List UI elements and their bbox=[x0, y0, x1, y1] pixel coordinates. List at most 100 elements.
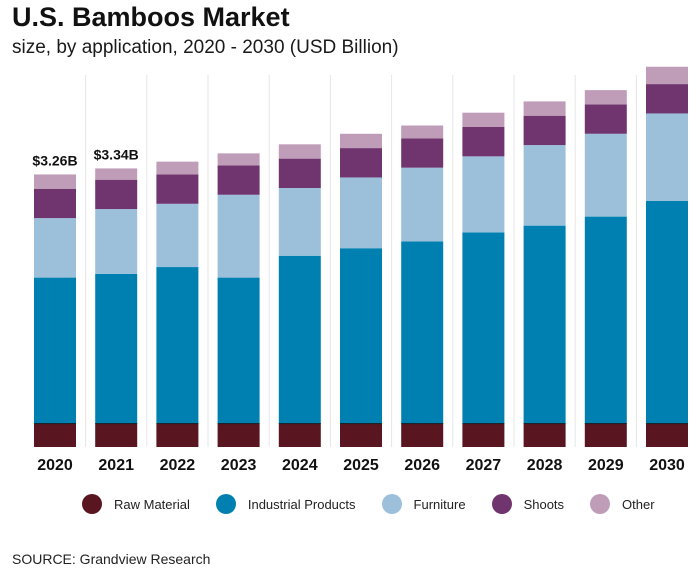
bar-segment-shoots bbox=[340, 148, 382, 178]
bar-segment-raw-material bbox=[462, 423, 505, 447]
source-note: SOURCE: Grandview Research bbox=[12, 551, 211, 567]
bar-stack-2027 bbox=[462, 112, 505, 447]
legend-item-other: Other bbox=[590, 494, 655, 514]
bar-segment-shoots bbox=[462, 127, 505, 157]
legend-item-industrial-products: Industrial Products bbox=[215, 494, 356, 514]
legend-swatch-furniture bbox=[381, 494, 402, 514]
x-tick-label: 2024 bbox=[282, 457, 318, 474]
bar-segment-furniture bbox=[646, 113, 688, 201]
bar-segment-furniture bbox=[523, 145, 566, 226]
bar-stack-2020 bbox=[34, 174, 76, 447]
bar-stack-2021 bbox=[95, 168, 138, 447]
bar-segment-raw-material bbox=[646, 423, 688, 447]
bar-segment-furniture bbox=[217, 194, 260, 278]
bar-segment-shoots bbox=[34, 188, 76, 219]
chart-subtitle: size, by application, 2020 - 2030 (USD B… bbox=[12, 37, 399, 58]
bar-segment-industrial-products bbox=[523, 225, 566, 424]
bar-stack-2029 bbox=[584, 90, 627, 447]
bar-segment-shoots bbox=[646, 84, 688, 114]
legend-label-raw-material: Raw Material bbox=[114, 496, 190, 512]
legend-swatch-industrial-products bbox=[215, 494, 236, 514]
bar-segment-shoots bbox=[584, 104, 627, 134]
bar-segment-furniture bbox=[401, 167, 444, 242]
bar-segment-shoots bbox=[95, 179, 138, 210]
bar-segment-industrial-products bbox=[462, 232, 505, 424]
bar-segment-furniture bbox=[156, 203, 199, 268]
bar-segment-industrial-products bbox=[278, 255, 321, 424]
bar-segment-other bbox=[156, 161, 199, 175]
bar-segment-raw-material bbox=[584, 423, 627, 447]
bar-segment-raw-material bbox=[217, 423, 260, 447]
x-tick-label: 2026 bbox=[404, 457, 440, 474]
bar-segment-industrial-products bbox=[95, 273, 138, 424]
x-tick-label: 2022 bbox=[160, 457, 196, 474]
bar-segment-industrial-products bbox=[156, 267, 199, 424]
chart-title: U.S. Bamboos Market bbox=[12, 2, 290, 32]
x-tick-label: 2028 bbox=[527, 457, 563, 474]
data-label-2021: $3.34B bbox=[94, 146, 139, 162]
chart-legend: Raw Material Industrial Products Furnitu… bbox=[82, 494, 681, 514]
bar-segment-other bbox=[340, 133, 382, 149]
bar-stack-2023 bbox=[217, 153, 260, 447]
bar-segment-shoots bbox=[523, 115, 566, 146]
bar-stack-2024 bbox=[278, 144, 321, 447]
grid-lines bbox=[85, 75, 637, 447]
x-tick-label: 2025 bbox=[343, 457, 379, 474]
bar-segment-raw-material bbox=[34, 423, 76, 447]
data-label-2020: $3.26B bbox=[32, 152, 77, 168]
bar-segment-other bbox=[523, 101, 566, 116]
bar-segment-other bbox=[95, 168, 138, 180]
bar-stack-2022 bbox=[156, 161, 199, 447]
bar-stack-2030 bbox=[646, 66, 688, 447]
x-tick-label: 2029 bbox=[588, 457, 624, 474]
bar-segment-raw-material bbox=[401, 423, 444, 447]
bar-segment-shoots bbox=[217, 165, 260, 195]
stacked-bar-chart: 2020 $3.26B 2021 $3.34B 2022 2023 2024 2025 2026… bbox=[32, 66, 688, 474]
legend-item-raw-material: Raw Material bbox=[82, 494, 190, 514]
legend-label-industrial-products: Industrial Products bbox=[247, 496, 356, 512]
bar-segment-industrial-products bbox=[646, 200, 688, 424]
legend-label-shoots: Shoots bbox=[523, 496, 565, 512]
x-tick-label: 2021 bbox=[98, 457, 134, 474]
bar-segment-raw-material bbox=[156, 423, 199, 447]
legend-label-other: Other bbox=[622, 496, 655, 512]
bar-segment-industrial-products bbox=[340, 248, 382, 424]
legend-swatch-raw-material bbox=[82, 494, 102, 514]
bar-stack-2025 bbox=[340, 133, 382, 447]
bar-segment-shoots bbox=[156, 174, 199, 204]
bar-segment-furniture bbox=[34, 218, 76, 278]
bar-segment-shoots bbox=[401, 138, 444, 168]
legend-item-furniture: Furniture bbox=[381, 494, 466, 514]
bar-segment-other bbox=[584, 90, 627, 105]
legend-item-shoots: Shoots bbox=[491, 494, 565, 514]
bar-segment-furniture bbox=[340, 177, 382, 249]
x-tick-label: 2023 bbox=[221, 457, 257, 474]
bar-segment-other bbox=[217, 153, 260, 166]
bar-stack-2026 bbox=[401, 125, 444, 447]
bar-segment-other bbox=[462, 112, 505, 127]
bar-segment-raw-material bbox=[95, 423, 138, 447]
bar-segment-shoots bbox=[278, 158, 321, 188]
legend-swatch-other bbox=[590, 494, 611, 514]
x-tick-label: 2020 bbox=[37, 457, 73, 474]
bar-stack-2028 bbox=[523, 101, 566, 447]
bar-segment-furniture bbox=[278, 187, 321, 256]
bar-segment-other bbox=[278, 144, 321, 159]
x-tick-label: 2027 bbox=[466, 457, 502, 474]
legend-label-furniture: Furniture bbox=[413, 496, 466, 512]
bar-segment-other bbox=[646, 66, 688, 85]
bar-segment-other bbox=[34, 174, 76, 189]
bar-segment-industrial-products bbox=[34, 277, 76, 424]
bar-segment-raw-material bbox=[278, 423, 321, 447]
bar-segment-furniture bbox=[95, 209, 138, 274]
bar-segment-furniture bbox=[584, 133, 627, 217]
x-tick-label: 2030 bbox=[649, 457, 685, 474]
bar-segment-raw-material bbox=[523, 423, 566, 447]
bar-segment-other bbox=[401, 125, 444, 139]
bar-segment-furniture bbox=[462, 156, 505, 233]
bar-segment-raw-material bbox=[340, 423, 382, 447]
bar-segment-industrial-products bbox=[217, 277, 260, 424]
bar-segment-industrial-products bbox=[584, 216, 627, 424]
bar-segment-industrial-products bbox=[401, 241, 444, 424]
legend-swatch-shoots bbox=[491, 494, 512, 514]
